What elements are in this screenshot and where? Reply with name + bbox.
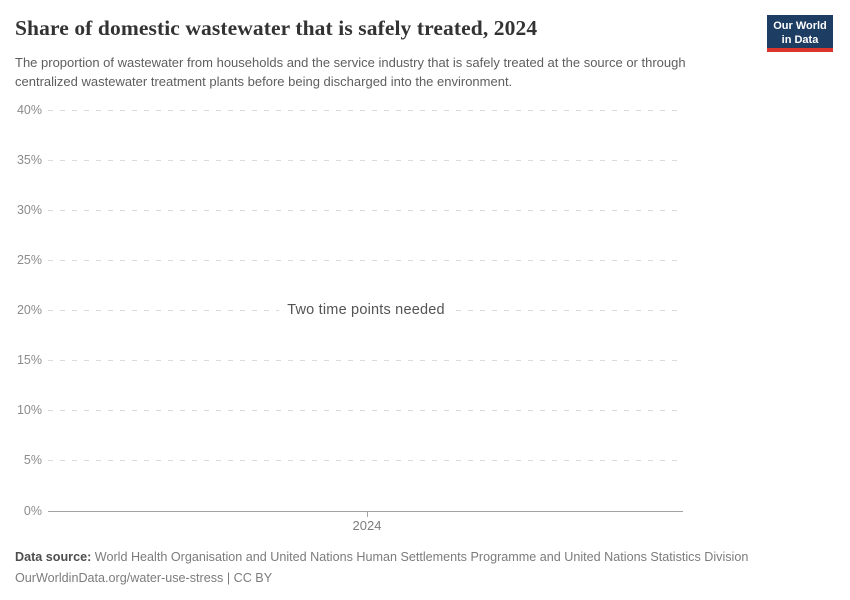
gridline	[48, 359, 683, 361]
owid-logo[interactable]: Our World in Data	[767, 15, 833, 52]
x-axis-tick-label: 2024	[352, 518, 382, 533]
x-axis-baseline-row: 0%	[0, 502, 683, 520]
gridline	[48, 109, 683, 111]
y-axis-tick-label: 0%	[23, 504, 42, 518]
gridline	[48, 159, 683, 161]
y-grid-row: 5%	[0, 451, 683, 469]
gridline	[48, 409, 683, 411]
y-axis-tick-label: 20%	[16, 303, 42, 317]
license-line[interactable]: OurWorldinData.org/water-use-stress | CC…	[15, 570, 273, 585]
chart-footer: Data source: World Health Organisation a…	[15, 547, 835, 588]
y-grid-row: 30%	[0, 201, 683, 219]
y-grid-row: 15%	[0, 351, 683, 369]
y-axis-tick-label: 30%	[16, 203, 42, 217]
y-axis-tick-label: 10%	[16, 403, 42, 417]
y-axis-tick-label: 35%	[16, 153, 42, 167]
x-axis-line	[48, 510, 683, 512]
gridline	[48, 259, 683, 261]
y-grid-row: 40%	[0, 101, 683, 119]
owid-logo-line1: Our World	[773, 20, 827, 32]
gridline	[48, 459, 683, 461]
y-grid-row: 35%	[0, 151, 683, 169]
y-grid-row: 25%	[0, 251, 683, 269]
data-source-text: World Health Organisation and United Nat…	[94, 550, 749, 564]
data-source-label: Data source:	[15, 550, 92, 564]
page-title: Share of domestic wastewater that is saf…	[15, 16, 538, 40]
y-axis-tick-label: 40%	[16, 103, 42, 117]
empty-state-message: Two time points needed	[279, 300, 453, 320]
data-source-line: Data source: World Health Organisation a…	[15, 547, 835, 568]
gridline	[48, 209, 683, 211]
chart-subtitle: The proportion of wastewater from househ…	[15, 55, 686, 89]
y-axis-tick-label: 5%	[23, 453, 42, 467]
owid-logo-line2: in Data	[781, 34, 819, 46]
y-grid-row: 10%	[0, 401, 683, 419]
y-axis-tick-label: 15%	[16, 353, 42, 367]
x-axis-tick-mark	[367, 511, 368, 517]
y-axis-tick-label: 25%	[16, 253, 42, 267]
